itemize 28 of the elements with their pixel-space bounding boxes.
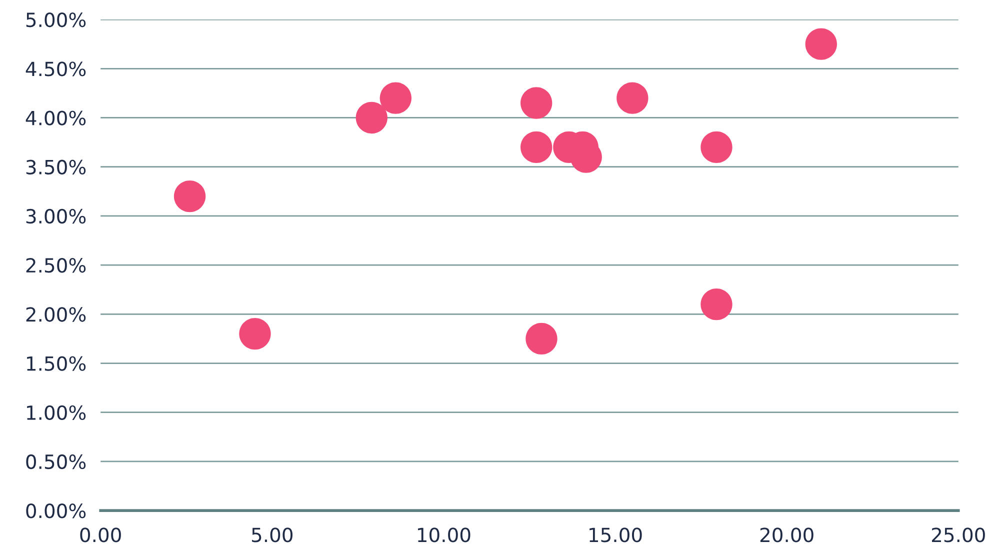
point xyxy=(616,82,648,114)
x-tick-label: 10.00 xyxy=(418,528,470,542)
y-tick-label: 1.50% xyxy=(27,356,86,371)
y-tick-label: 2.50% xyxy=(26,258,86,273)
point xyxy=(380,82,412,114)
y-tick-label: 0.00% xyxy=(26,504,86,518)
point xyxy=(239,318,271,350)
y-tick-label: 1.00% xyxy=(27,405,86,420)
x-tick-label: 25.00 xyxy=(932,528,985,542)
x-tick-label: 15.00 xyxy=(590,528,642,542)
point xyxy=(174,180,206,212)
y-tick-label: 5.00% xyxy=(26,12,86,28)
point xyxy=(805,28,837,60)
point xyxy=(520,131,552,164)
y-tick-label: 3.00% xyxy=(26,208,86,224)
x-tick-label: 0.00 xyxy=(80,528,121,542)
y-tick-label: 3.50% xyxy=(26,160,86,175)
y-tick-label: 4.00% xyxy=(26,110,86,126)
point xyxy=(520,87,552,119)
point xyxy=(356,102,388,134)
point xyxy=(700,131,732,164)
x-tick-label: 20.00 xyxy=(760,528,814,542)
y-tick-label: 2.00% xyxy=(26,307,86,322)
y-tick-label: 4.50% xyxy=(26,62,86,76)
point xyxy=(700,288,732,320)
y-tick-label: 0.50% xyxy=(26,454,86,470)
x-tick-label: 5.00 xyxy=(252,528,292,542)
point xyxy=(526,322,558,355)
